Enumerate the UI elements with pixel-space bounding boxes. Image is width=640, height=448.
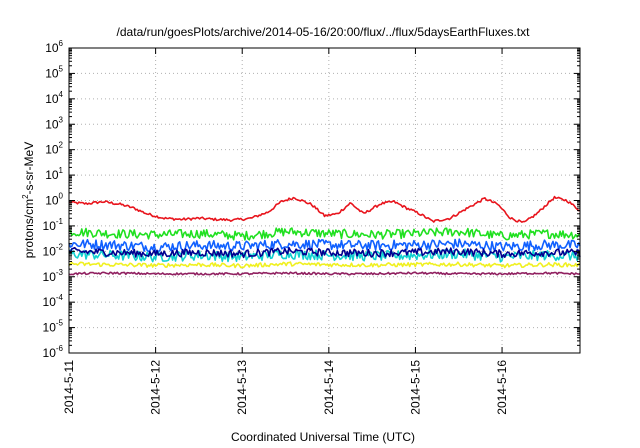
y-tick-label: 10-5 [43,319,64,335]
series-line-4 [68,246,581,259]
y-axis-label-main: protons/cm [22,199,36,258]
x-tick-label: 2014-5-15 [408,360,422,415]
series-line-5 [68,261,581,269]
x-axis-label: Coordinated Universal Time (UTC) [231,430,415,444]
y-axis-label-rest: -s-sr-MeV [22,142,36,195]
series-line-0 [68,195,581,223]
y-tick-label: 10-3 [43,268,64,284]
y-tick-label: 105 [45,64,63,80]
y-axis-ticks: 10-6 10-5 10-4 10-3 10-2 10-1 100 101 102 103 104 1… [43,39,580,360]
y-tick-label: 103 [45,115,63,131]
y-tick-label: 101 [45,166,63,182]
chart-title: /data/run/goesPlots/archive/2014-05-16/2… [117,25,531,39]
x-axis-ticks: 2014-5-11 2014-5-12 2014-5-13 2014-5-14 2014… [62,48,509,415]
series-line-1 [68,227,581,241]
y-tick-label: 100 [45,192,63,208]
x-tick-label: 2014-5-12 [149,360,163,415]
y-tick-label: 106 [45,39,63,55]
x-tick-label: 2014-5-16 [495,360,509,415]
gridlines [69,48,580,353]
x-tick-label: 2014-5-14 [322,360,336,415]
series-line-6 [68,271,581,276]
x-tick-label: 2014-5-13 [235,360,249,415]
series-group [68,195,581,276]
y-tick-label: 10-2 [43,242,64,258]
y-tick-label: 102 [45,141,63,157]
series-line-3 [68,248,581,263]
y-axis-label-exp: 2 [21,194,30,199]
y-tick-label: 10-4 [43,293,64,309]
y-tick-label: 10-1 [43,217,64,233]
x-tick-label: 2014-5-11 [62,360,76,414]
y-axis-label: protons/cm2-s-sr-MeV [21,142,36,258]
y-tick-label: 10-6 [43,344,64,360]
y-tick-label: 104 [45,90,63,106]
